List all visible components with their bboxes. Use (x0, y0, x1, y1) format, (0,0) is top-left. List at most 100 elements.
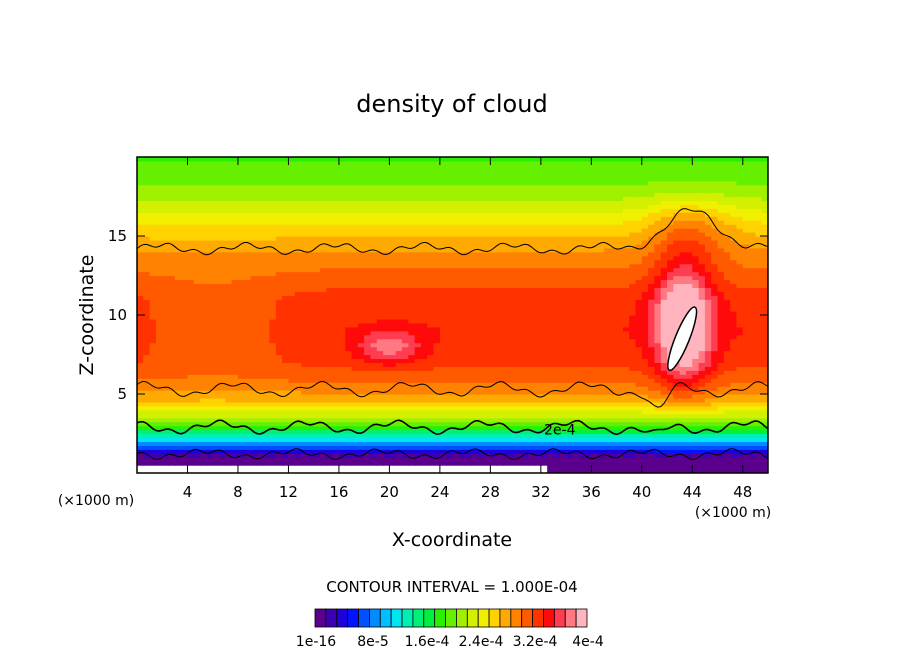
field-cell (446, 283, 454, 288)
field-cell (515, 346, 523, 352)
field-cell (282, 275, 290, 281)
field-cell (307, 421, 315, 427)
field-cell (338, 346, 346, 352)
field-cell (181, 275, 189, 281)
field-cell (364, 421, 372, 427)
field-cell (616, 370, 624, 375)
field-cell (200, 413, 208, 419)
field-cell (237, 338, 245, 344)
field-cell (143, 453, 151, 458)
field-cell (572, 386, 580, 391)
field-cell (313, 421, 321, 427)
field-cell (395, 318, 403, 324)
field-cell (338, 437, 346, 442)
field-cell (408, 358, 416, 363)
field-cell (723, 386, 731, 391)
field-cell (742, 382, 750, 387)
field-cell (345, 417, 353, 423)
field-cell (149, 465, 157, 470)
field-cell (389, 441, 397, 446)
field-cell (364, 445, 372, 450)
field-cell (351, 394, 359, 399)
field-cell (149, 338, 157, 344)
field-cell (370, 346, 378, 352)
field-cell (376, 342, 384, 348)
field-cell (420, 362, 428, 367)
field-cell (477, 469, 485, 473)
field-cell (660, 291, 668, 296)
field-cell (181, 461, 189, 466)
field-cell (181, 295, 189, 300)
field-cell (137, 441, 144, 446)
field-cell (155, 445, 163, 450)
field-cell (345, 386, 353, 391)
field-cell (484, 445, 491, 450)
field-cell (338, 338, 346, 344)
field-cell (629, 386, 637, 391)
field-cell (629, 382, 637, 387)
field-cell (547, 417, 555, 423)
field-cell (667, 330, 674, 336)
field-cell (698, 303, 706, 308)
field-cell (528, 303, 536, 308)
field-cell (452, 275, 460, 281)
field-cell (603, 417, 611, 423)
field-cell (540, 401, 548, 407)
field-cell (585, 413, 592, 419)
field-cell (711, 378, 719, 383)
field-cell (509, 311, 517, 316)
field-cell (332, 425, 340, 431)
field-cell (471, 425, 479, 431)
field-cell (389, 322, 397, 328)
field-cell (351, 303, 359, 308)
field-cell (149, 457, 157, 462)
field-cell (496, 457, 504, 462)
field-cell (711, 346, 719, 352)
field-cell (137, 461, 144, 466)
field-cell (200, 307, 208, 312)
field-cell (181, 390, 189, 395)
field-cell (509, 421, 517, 427)
field-cell (458, 382, 466, 387)
field-cell (622, 330, 630, 336)
field-cell (515, 299, 523, 304)
field-cell (654, 307, 662, 312)
field-cell (730, 338, 738, 344)
field-cell (288, 362, 296, 367)
field-cell (572, 330, 580, 336)
field-cell (496, 453, 504, 458)
field-cell (635, 338, 643, 344)
field-cell (143, 449, 151, 454)
field-cell (717, 437, 725, 442)
field-cell (730, 433, 738, 439)
field-cell (654, 453, 662, 458)
field-cell (155, 366, 163, 371)
field-cell (275, 366, 283, 371)
field-cell (641, 425, 649, 431)
field-cell (427, 283, 435, 288)
field-cell (212, 453, 220, 458)
field-cell (162, 358, 170, 363)
field-cell (622, 322, 630, 328)
field-cell (332, 413, 340, 419)
field-cell (685, 303, 693, 308)
field-cell (219, 441, 226, 446)
field-cell (610, 307, 618, 312)
field-cell (578, 307, 586, 312)
field-cell (433, 291, 441, 296)
field-cell (275, 453, 283, 458)
field-cell (294, 465, 302, 470)
field-cell (616, 295, 624, 300)
field-cell (370, 279, 378, 284)
field-cell (206, 382, 214, 387)
field-cell (578, 346, 586, 352)
field-cell (591, 303, 599, 308)
field-cell (755, 346, 763, 352)
field-cell (496, 275, 504, 281)
field-cell (749, 409, 756, 415)
field-cell (187, 457, 195, 462)
field-cell (578, 374, 586, 379)
field-cell (667, 449, 674, 454)
field-cell (471, 449, 479, 454)
field-cell (301, 382, 308, 387)
